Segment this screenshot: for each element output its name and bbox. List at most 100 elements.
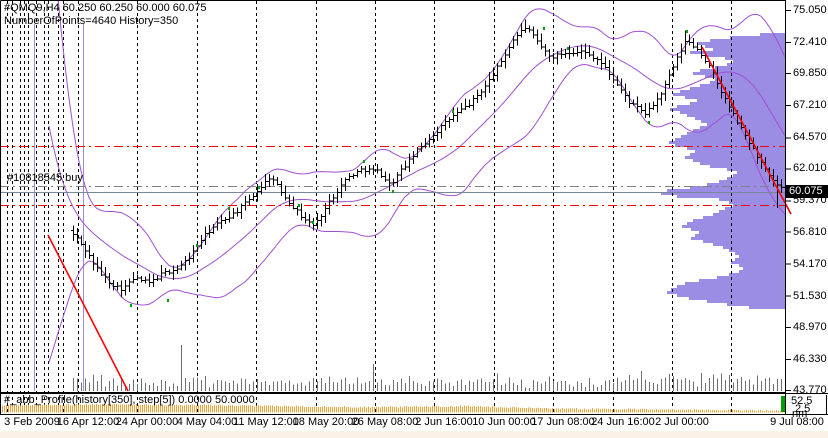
market-profile-row — [707, 123, 785, 126]
market-profile-row — [713, 48, 785, 51]
market-profile-row — [671, 288, 785, 291]
signal-dot — [392, 190, 394, 193]
market-profile-row — [693, 129, 785, 132]
market-profile-row — [729, 201, 785, 204]
time-tick-label: 24 Apr 00:00 — [115, 416, 179, 428]
market-profile-row — [739, 264, 785, 267]
trendline-red — [701, 46, 792, 215]
market-profile-row — [727, 177, 785, 180]
market-profile-row — [693, 219, 785, 222]
subwindow-scale-max: 52.5 — [791, 395, 813, 407]
market-profile-row — [729, 273, 785, 276]
market-profile-row — [700, 162, 785, 165]
price-tick-label: 69.850 — [793, 67, 827, 80]
time-tick-label: 2 Jun 16:00 — [415, 416, 473, 428]
price-tick-label: 72.410 — [793, 36, 827, 49]
market-profile-row — [675, 144, 785, 147]
market-profile-row — [669, 141, 785, 144]
signal-dot — [648, 121, 650, 124]
market-profile-row — [701, 120, 785, 123]
signal-dot — [567, 47, 569, 50]
price-tick-label: 64.570 — [793, 131, 827, 144]
market-profile-row — [707, 183, 785, 186]
symbol-ohlc-readout: #QMQ9,H4 60.250 60.250 60.000 60.075 — [4, 2, 207, 14]
price-tick-label: 46.330 — [793, 352, 827, 365]
signal-dot — [543, 27, 545, 30]
market-profile-row — [739, 255, 785, 258]
market-profile-row — [707, 54, 785, 57]
market-profile-row — [727, 63, 785, 66]
market-profile-row — [682, 225, 785, 228]
signal-dot — [167, 299, 169, 302]
order-annotation[interactable]: #10818545 buy — [7, 172, 83, 184]
market-profile-row — [723, 246, 785, 249]
price-tick-label: 48.970 — [793, 320, 827, 333]
market-profile-row — [695, 150, 785, 153]
market-profile-row — [691, 228, 785, 231]
market-profile-row — [697, 99, 785, 102]
market-profile-row — [715, 78, 785, 81]
market-profile-row — [685, 96, 785, 99]
market-profile-row — [687, 114, 785, 117]
time-tick-label: 16 Apr 12:00 — [56, 416, 120, 428]
market-profile-row — [677, 105, 785, 108]
market-profile-row — [700, 84, 785, 87]
price-tick-label: 67.210 — [793, 99, 827, 112]
subwindow-indicator-label[interactable]: #_abb_Profile(history[350], step[5]) 0.0… — [4, 394, 255, 406]
time-tick-label: 24 Jun 16:00 — [591, 416, 655, 428]
market-profile-row — [699, 279, 785, 282]
subwindow-marker-bar — [781, 396, 785, 412]
market-profile-row — [719, 198, 785, 201]
time-tick-label: 9 Jul 08:00 — [770, 416, 824, 428]
market-profile-row — [729, 249, 785, 252]
market-profile-row — [697, 42, 785, 45]
market-profile-row — [677, 195, 785, 198]
market-profile-row — [690, 87, 785, 90]
market-profile-row — [713, 213, 785, 216]
signal-dot — [452, 110, 454, 113]
market-profile-row — [725, 57, 785, 60]
market-profile-row — [680, 90, 785, 93]
market-profile-row — [670, 108, 785, 111]
market-profile-row — [727, 168, 785, 171]
time-tick-label: 18 May 20:00 — [292, 416, 360, 428]
market-profile-row — [713, 243, 785, 246]
market-profile-row — [710, 165, 785, 168]
market-profile-row — [719, 210, 785, 213]
market-profile-row — [690, 51, 785, 54]
market-profile-row — [690, 153, 785, 156]
market-profile-row — [690, 186, 785, 189]
signal-dot — [298, 204, 300, 207]
market-profile-row — [710, 39, 785, 42]
signal-dot — [258, 186, 260, 189]
market-profile-row — [717, 276, 785, 279]
time-tick-label: 2 Jul 00:00 — [655, 416, 709, 428]
signal-dot — [312, 221, 314, 224]
market-profile-row — [693, 159, 785, 162]
market-profile-row — [661, 192, 785, 195]
market-profile-row — [739, 270, 785, 273]
market-profile-row — [685, 156, 785, 159]
market-profile-row — [685, 282, 785, 285]
subwindow-scale-overlap: nm — [792, 408, 808, 420]
market-profile-row — [675, 138, 785, 141]
market-profile-row — [699, 231, 785, 234]
market-profile-row — [730, 36, 785, 39]
market-profile-row — [735, 252, 785, 255]
market-profile-row — [733, 174, 785, 177]
market-profile-row — [719, 180, 785, 183]
signal-dot — [363, 160, 365, 163]
price-tick-label: 51.530 — [793, 289, 827, 302]
bollinger-middle — [48, 45, 785, 280]
current-price-badge: 60.075 — [786, 185, 828, 198]
time-tick-label: 10 Jun 00:00 — [472, 416, 536, 428]
price-tick-label: 75.050 — [793, 4, 827, 16]
price-tick-label: 54.170 — [793, 257, 827, 270]
market-profile-row — [733, 204, 785, 207]
market-profile-row — [707, 300, 785, 303]
indicator-params-readout: NumberOfPoints=4640 History=350 — [4, 15, 179, 27]
market-profile-row — [687, 147, 785, 150]
time-tick-label: 4 May 04:00 — [176, 416, 238, 428]
price-tick-label: 62.010 — [793, 162, 827, 175]
